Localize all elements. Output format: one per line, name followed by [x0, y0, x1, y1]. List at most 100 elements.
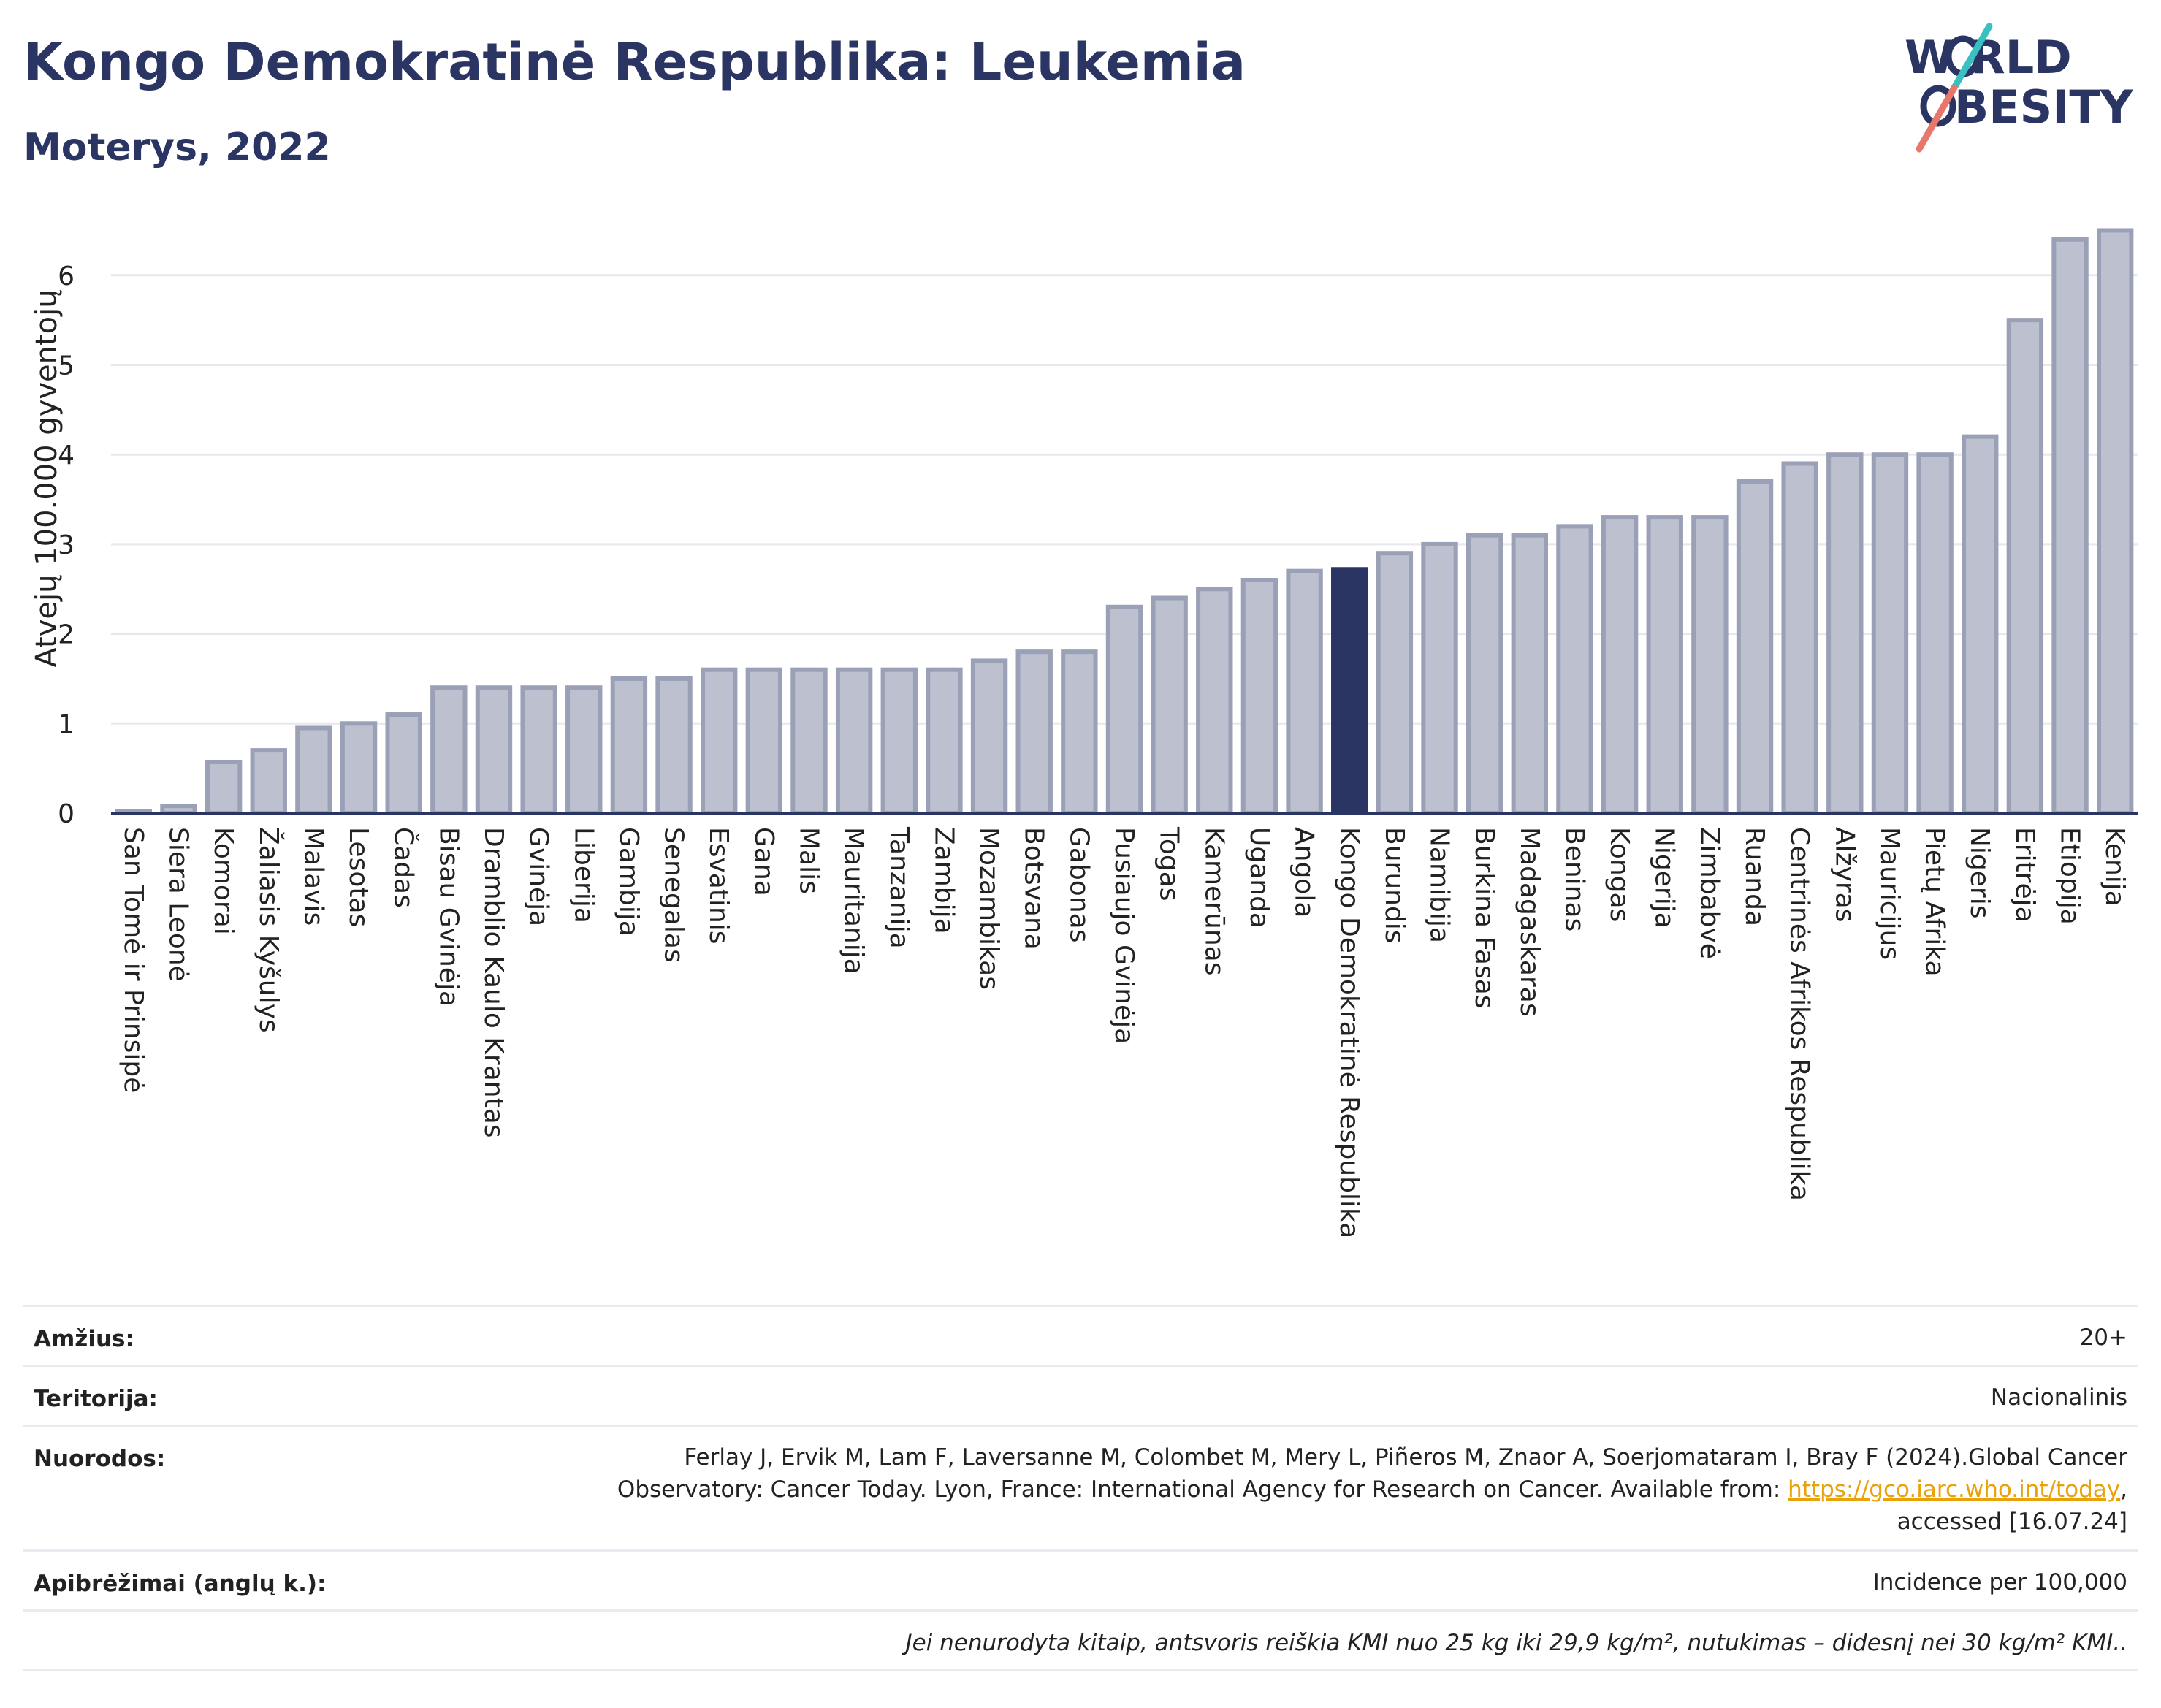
bar — [295, 725, 332, 815]
x-tick-label: San Tomė ir Prinsipė — [118, 827, 148, 1093]
x-tick-label: Kongo Demokratinė Respublika — [1334, 827, 1364, 1238]
bar — [430, 685, 468, 815]
references-line2-suffix: , — [2120, 1476, 2127, 1503]
bar — [1105, 604, 1143, 815]
meta-row-definitions: Apibrėžimai (anglų k.): Incidence per 10… — [23, 1549, 2138, 1610]
x-tick-label: Namibija — [1425, 827, 1455, 943]
x-tick-label: Eritrėja — [2010, 827, 2040, 923]
x-tick-label: Madagaskaras — [1514, 827, 1544, 1017]
x-tick-label: Esvatinis — [704, 827, 733, 945]
x-tick-labels: San Tomė ir Prinsipė Siera Leonė Komorai Ža… — [118, 826, 2130, 1238]
x-tick-label: Gambija — [614, 827, 644, 937]
x-tick-label: Gabonas — [1064, 827, 1094, 942]
bar — [1151, 595, 1188, 816]
bar — [1466, 533, 1503, 815]
bar — [970, 658, 1008, 815]
x-tick-label: Nigerija — [1650, 827, 1680, 929]
references-line2-text: Observatory: Cancer Today. Lyon, France:… — [617, 1476, 1788, 1503]
references-line1: Ferlay J, Ervik M, Lam F, Laversanne M, … — [684, 1444, 2127, 1471]
x-tick-label: Etiopija — [2055, 827, 2085, 925]
bar — [1826, 452, 1864, 815]
territory-label: Teritorija: — [34, 1386, 158, 1412]
x-tick-label: Ruanda — [1739, 827, 1769, 926]
references-line2: Observatory: Cancer Today. Lyon, France:… — [617, 1473, 2127, 1506]
logo-slash-coral — [1916, 84, 1958, 153]
x-tick-label: Togas — [1154, 826, 1184, 901]
x-tick-label: Pusiaujo Gvinėja — [1109, 827, 1139, 1044]
x-tick-label: Botsvana — [1019, 827, 1049, 950]
bar — [1331, 567, 1368, 815]
bar — [1601, 515, 1639, 816]
references-value: Ferlay J, Ervik M, Lam F, Laversanne M, … — [617, 1441, 2127, 1538]
bar — [1015, 649, 1053, 816]
x-tick-label: Gana — [749, 827, 779, 896]
x-tick-label: Dramblio Kaulo Krantas — [479, 827, 508, 1138]
y-tick-label: 6 — [58, 262, 75, 291]
bar — [880, 667, 918, 815]
bar — [790, 667, 828, 815]
x-tick-label: Tanzanija — [884, 826, 914, 949]
definitions-value: Incidence per 100,000 — [1872, 1569, 2127, 1595]
bar — [1376, 551, 1414, 815]
x-tick-label: Alžyras — [1829, 827, 1859, 922]
x-tick-label: Pietų Afrika — [1920, 827, 1950, 977]
bar — [1871, 452, 1909, 815]
x-tick-label: Angola — [1289, 827, 1319, 918]
bar — [1691, 515, 1729, 816]
bar — [1962, 434, 1999, 815]
bar — [1781, 461, 1818, 815]
bar — [205, 760, 243, 816]
references-label: Nuorodos: — [34, 1446, 166, 1472]
meta-row-age: Amžius: 20+ — [23, 1305, 2138, 1365]
territory-value: Nacionalinis — [1990, 1384, 2127, 1411]
world-obesity-logo: W RLD BESITY — [1905, 23, 2134, 153]
bar — [745, 667, 783, 815]
bar — [340, 721, 378, 815]
x-tick-label: Mozambikas — [974, 827, 1004, 990]
x-tick-label: Lesotas — [343, 827, 373, 927]
y-tick-label: 3 — [58, 530, 75, 560]
bar — [1736, 479, 1774, 815]
bar — [1916, 452, 1954, 815]
y-tick-label: 0 — [58, 799, 75, 829]
bar — [1286, 568, 1323, 816]
meta-row-territory: Teritorija: Nacionalinis — [23, 1365, 2138, 1425]
x-tick-label: Zimbabvė — [1694, 827, 1724, 959]
references-link[interactable]: https://gco.iarc.who.int/today — [1788, 1476, 2121, 1503]
x-tick-label: Mauritanija — [839, 827, 869, 975]
bar — [2096, 228, 2134, 815]
definitions-label: Apibrėžimai (anglų k.): — [34, 1571, 327, 1597]
bottom-divider — [23, 1669, 2138, 1671]
age-label: Amžius: — [34, 1326, 134, 1352]
logo-slash-teal — [1951, 23, 1993, 91]
bar — [655, 676, 693, 816]
bar — [701, 667, 738, 815]
x-tick-label: Siera Leonė — [163, 827, 193, 982]
logo-line2: BESITY — [1954, 80, 2134, 134]
bar — [1556, 524, 1593, 815]
bar — [565, 685, 603, 815]
bar — [475, 685, 513, 815]
meta-row-references: Nuorodos: Ferlay J, Ervik M, Lam F, Lave… — [23, 1425, 2138, 1551]
x-tick-label: Mauricijus — [1875, 827, 1905, 960]
bar — [926, 667, 963, 815]
x-tick-label: Bisau Gvinėja — [433, 827, 463, 1007]
page-subtitle: Moterys, 2022 — [23, 126, 331, 169]
meta-row-note-divider — [23, 1609, 2138, 1670]
references-line3: accessed [16.07.24] — [1897, 1509, 2127, 1535]
x-tick-label: Žaliasis Kyšulys — [254, 827, 284, 1033]
x-tick-label: Centrinės Afrikos Respublika — [1785, 827, 1815, 1201]
x-tick-label: Gvinėja — [524, 827, 554, 926]
bar — [1240, 577, 1278, 815]
x-tick-label: Burundis — [1379, 827, 1409, 944]
bar — [520, 685, 557, 815]
bar — [610, 676, 648, 816]
logo-line1: W RLD — [1905, 31, 2072, 84]
bar — [1061, 649, 1098, 816]
bar — [385, 712, 422, 816]
page-title: Kongo Demokratinė Respublika: Leukemia — [23, 32, 1246, 92]
logo-ring-o2 — [1920, 85, 1956, 127]
x-tick-label: Uganda — [1244, 827, 1274, 929]
x-tick-label: Malis — [793, 827, 823, 894]
x-tick-label: Kongas — [1604, 827, 1634, 922]
